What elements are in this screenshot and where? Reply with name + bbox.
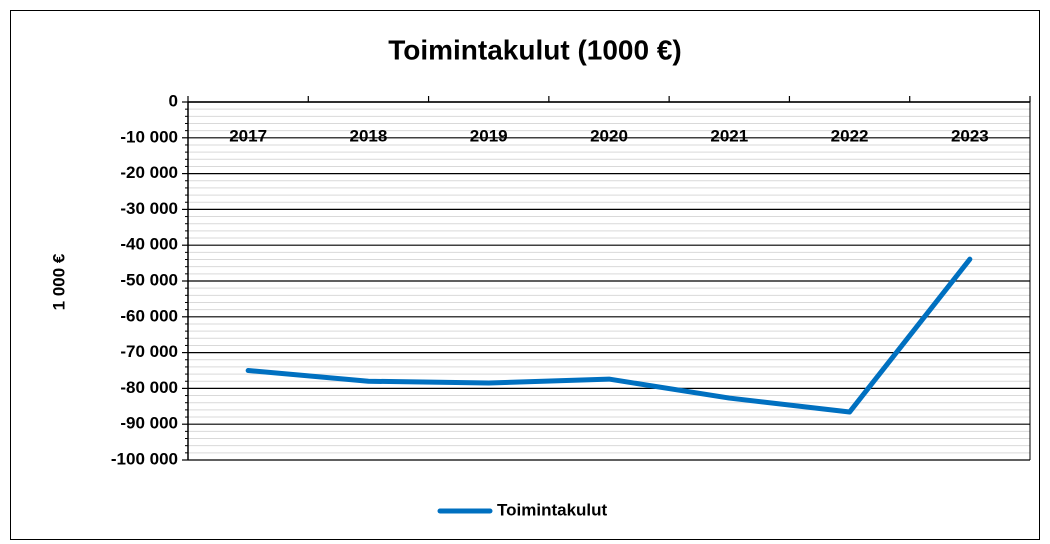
x-tick-label: 2017	[229, 126, 267, 145]
x-tick-label: 2023	[951, 126, 989, 145]
y-tick-label: -70 000	[120, 342, 178, 361]
y-tick-label: -60 000	[120, 306, 178, 325]
legend-label: Toimintakulut	[497, 500, 608, 519]
chart-border	[10, 10, 1040, 540]
chart-title: Toimintakulut (1000 €)	[388, 34, 682, 65]
y-tick-label: -20 000	[120, 163, 178, 182]
y-tick-label: 0	[169, 91, 178, 110]
y-tick-label: -50 000	[120, 270, 178, 289]
y-tick-label: -100 000	[111, 449, 178, 468]
x-tick-label: 2021	[710, 126, 748, 145]
y-tick-label: -80 000	[120, 378, 178, 397]
y-tick-label: -30 000	[120, 199, 178, 218]
y-axis-label: 1 000 €	[49, 253, 68, 310]
x-tick-label: 2018	[350, 126, 388, 145]
y-tick-label: -10 000	[120, 127, 178, 146]
line	[245, 256, 973, 415]
y-tick-label: -40 000	[120, 235, 178, 254]
x-tick-label: 2020	[590, 126, 628, 145]
x-tick-label: 2019	[470, 126, 508, 145]
y-tick-label: -90 000	[120, 414, 178, 433]
x-tick-label: 2022	[831, 126, 869, 145]
